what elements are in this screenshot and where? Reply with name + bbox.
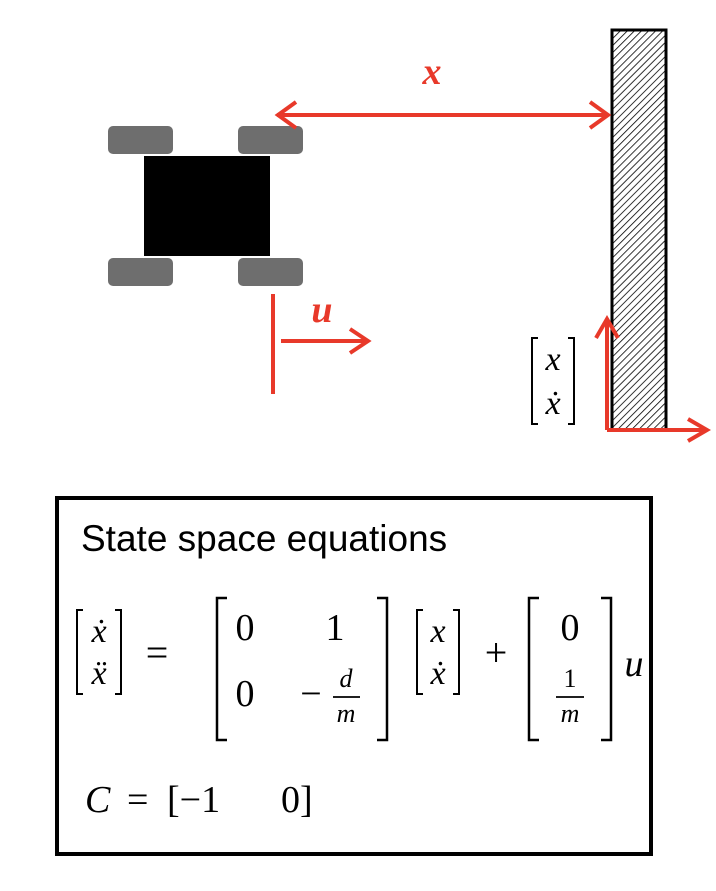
wall <box>610 28 668 432</box>
wheel-top-right <box>238 126 303 154</box>
c-label: C <box>85 779 111 821</box>
c-entry-1: [−1 <box>167 779 220 821</box>
b2-numerator: 1 <box>564 664 577 693</box>
b2-denominator: m <box>561 699 580 728</box>
wheel-bottom-right <box>238 258 303 286</box>
a11: 0 <box>236 607 255 649</box>
state-xdot: ẋ <box>429 655 445 692</box>
state-vector-eq: x ẋ <box>416 609 460 695</box>
equations-title: State space equations <box>81 518 448 559</box>
input-u: u <box>625 643 644 685</box>
state-vector-x: x <box>544 341 560 378</box>
c-entry-2: 0] <box>281 779 313 821</box>
state-space-equations-box: State space equations ẋ ẍ = 0 1 0 − d m … <box>55 496 653 856</box>
output-equation: C = [−1 0] <box>85 779 313 821</box>
robot-body <box>144 156 270 256</box>
coordinate-frame <box>594 315 711 443</box>
c-equals: = <box>127 779 148 821</box>
a22-numerator: d <box>340 664 354 693</box>
lhs-xdot: ẋ <box>90 613 106 650</box>
plus-sign: + <box>485 630 508 675</box>
lhs-xddot: ẍ <box>90 655 106 692</box>
equals-sign: = <box>146 630 169 675</box>
b1: 0 <box>561 607 580 649</box>
wheel-bottom-left <box>108 258 173 286</box>
state-x: x <box>429 613 445 650</box>
distance-arrow <box>274 100 612 130</box>
wheel-top-left <box>108 126 173 154</box>
distance-label: x <box>422 51 442 93</box>
equations-svg: ẋ ẍ = 0 1 0 − d m x ẋ + 0 1 <box>76 596 644 821</box>
input-label: u <box>311 289 332 331</box>
a22-denominator: m <box>337 699 356 728</box>
lhs-vector: ẋ ẍ <box>76 609 122 695</box>
matrix-b: 0 1 m <box>527 596 613 742</box>
input-arrow <box>271 294 372 394</box>
matrix-a: 0 1 0 − d m <box>215 596 389 742</box>
a21: 0 <box>236 673 255 715</box>
a12: 1 <box>326 607 345 649</box>
a22-minus: − <box>300 673 321 715</box>
state-vector-xdot: ẋ <box>544 385 560 422</box>
state-vector: x ẋ <box>531 337 575 425</box>
